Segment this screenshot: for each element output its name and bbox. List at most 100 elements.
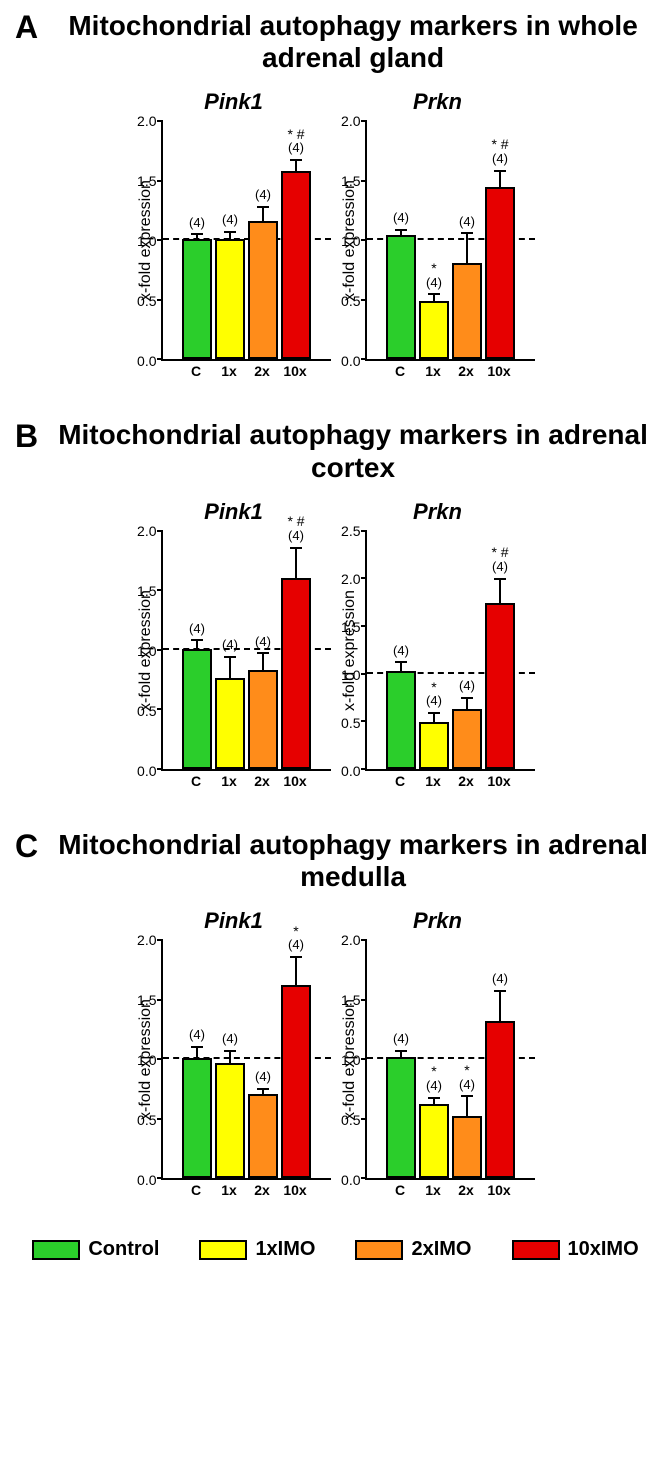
figure-root: AMitochondrial autophagy markers in whol… xyxy=(0,10,671,1261)
bar-annotation: (4) xyxy=(492,972,508,986)
bar-rect xyxy=(485,187,515,360)
bar-rect xyxy=(182,239,212,359)
error-bar xyxy=(196,1046,198,1058)
chart-body: x-fold expression2.01.51.00.50.0(4)*(4)(… xyxy=(341,121,535,379)
bar-annotation: (4) xyxy=(459,679,475,693)
error-bar xyxy=(295,956,297,985)
x-label: C xyxy=(181,773,211,789)
legend-label: 10xIMO xyxy=(568,1238,639,1261)
bar-annotation: (4) xyxy=(393,644,409,658)
charts-row: Pink1x-fold expression2.01.51.00.50.0(4)… xyxy=(0,908,671,1198)
chart-Pink1: Pink1x-fold expression2.01.51.00.50.0(4)… xyxy=(137,908,331,1198)
x-axis-labels: C1x2x10x xyxy=(161,1182,331,1198)
error-bar xyxy=(499,170,501,187)
panel-title: Mitochondrial autophagy markers in adren… xyxy=(50,419,656,483)
bar-rect xyxy=(182,649,212,769)
x-label: 2x xyxy=(451,1182,481,1198)
bar-rect xyxy=(386,235,416,360)
x-label: C xyxy=(181,363,211,379)
x-label: 2x xyxy=(247,773,277,789)
chart-Pink1: Pink1x-fold expression2.01.51.00.50.0(4)… xyxy=(137,89,331,379)
bars-container: (4)*(4)(4)* #(4) xyxy=(367,531,535,769)
bar-rect xyxy=(182,1058,212,1178)
legend-item-imo1: 1xIMO xyxy=(199,1238,315,1261)
chart-body: x-fold expression2.01.51.00.50.0(4)*(4)*… xyxy=(341,940,535,1198)
error-bar xyxy=(196,233,198,239)
bar-2x: (4) xyxy=(248,670,278,768)
x-label: 1x xyxy=(418,1182,448,1198)
x-label: 1x xyxy=(214,363,244,379)
x-label: 1x xyxy=(418,773,448,789)
bar-rect xyxy=(386,1057,416,1178)
error-bar xyxy=(295,159,297,171)
bar-rect xyxy=(452,263,482,359)
x-label: 1x xyxy=(418,363,448,379)
bar-rect xyxy=(248,670,278,768)
chart-title: Pink1 xyxy=(137,89,331,115)
bar-rect xyxy=(419,722,449,769)
legend-label: Control xyxy=(88,1238,159,1261)
legend-label: 2xIMO xyxy=(411,1238,471,1261)
x-label: 1x xyxy=(214,1182,244,1198)
error-bar xyxy=(433,293,435,300)
bar-1x: (4) xyxy=(215,1063,245,1178)
bar-annotation: (4) xyxy=(222,213,238,227)
bar-2x: (4) xyxy=(248,1094,278,1178)
plot-area: (4)*(4)(4)* #(4) xyxy=(365,531,535,771)
bar-C: (4) xyxy=(182,1058,212,1178)
x-axis-labels: C1x2x10x xyxy=(365,1182,535,1198)
panel-B: BMitochondrial autophagy markers in adre… xyxy=(0,419,671,788)
error-bar xyxy=(262,1088,264,1094)
plot-wrap: (4)(4)(4)* #(4)C1x2x10x xyxy=(161,121,331,379)
bar-C: (4) xyxy=(182,239,212,359)
bar-annotation: (4) xyxy=(255,635,271,649)
legend-item-control: Control xyxy=(32,1238,159,1261)
bar-10x: * #(4) xyxy=(485,187,515,360)
chart-Prkn: Prkn x-fold expression2.01.51.00.50.0(4)*… xyxy=(341,908,535,1198)
bar-rect xyxy=(215,1063,245,1178)
bars-container: (4)*(4)*(4)(4) xyxy=(367,940,535,1178)
chart-Prkn: Prknx-fold expression2.01.51.00.50.0(4)*… xyxy=(341,89,535,379)
bar-annotation: *(4) xyxy=(426,1064,442,1092)
bar-annotation: (4) xyxy=(393,1032,409,1046)
plot-wrap: (4)*(4)(4)* #(4)C1x2x10x xyxy=(365,531,535,789)
error-bar xyxy=(466,1095,468,1115)
legend-swatch xyxy=(355,1240,403,1260)
chart-Prkn: Prknx-fold expression2.52.01.51.00.50.0(… xyxy=(341,499,535,789)
chart-title: Prkn xyxy=(341,908,535,934)
error-bar xyxy=(229,1050,231,1063)
legend-label: 1xIMO xyxy=(255,1238,315,1261)
x-label: 1x xyxy=(214,773,244,789)
bar-rect xyxy=(419,301,449,360)
panel-title: Mitochondrial autophagy markers in adren… xyxy=(50,829,656,893)
error-bar xyxy=(466,697,468,709)
plot-area: (4)(4)(4)* #(4) xyxy=(161,531,331,771)
bar-rect xyxy=(281,578,311,769)
chart-title: Prkn xyxy=(341,499,535,525)
bar-C: (4) xyxy=(386,1057,416,1178)
x-label: 10x xyxy=(280,1182,310,1198)
bars-container: (4)*(4)(4)* #(4) xyxy=(367,121,535,359)
bar-rect xyxy=(281,171,311,359)
bar-annotation: *(4) xyxy=(426,261,442,289)
x-label: 2x xyxy=(247,363,277,379)
plot-wrap: (4)(4)(4)*(4) C1x2x10x xyxy=(161,940,331,1198)
y-axis-label: x-fold expression xyxy=(341,531,359,771)
bar-2x: *(4) xyxy=(452,1116,482,1178)
plot-wrap: (4)(4)(4)* #(4)C1x2x10x xyxy=(161,531,331,789)
bar-rect xyxy=(452,1116,482,1178)
bar-annotation: (4) xyxy=(189,216,205,230)
panel-title: Mitochondrial autophagy markers in whole… xyxy=(50,10,656,74)
x-axis-labels: C1x2x10x xyxy=(365,363,535,379)
x-axis-labels: C1x2x10x xyxy=(161,773,331,789)
bar-rect xyxy=(248,1094,278,1178)
bar-10x: (4) xyxy=(485,1021,515,1178)
legend-swatch xyxy=(512,1240,560,1260)
x-label: 10x xyxy=(280,363,310,379)
bar-annotation: (4) xyxy=(459,215,475,229)
bar-annotation: * #(4) xyxy=(287,514,304,542)
x-label: 2x xyxy=(451,363,481,379)
panel-header: AMitochondrial autophagy markers in whol… xyxy=(0,10,671,74)
plot-area: (4)(4)(4)*(4) xyxy=(161,940,331,1180)
legend-swatch xyxy=(199,1240,247,1260)
